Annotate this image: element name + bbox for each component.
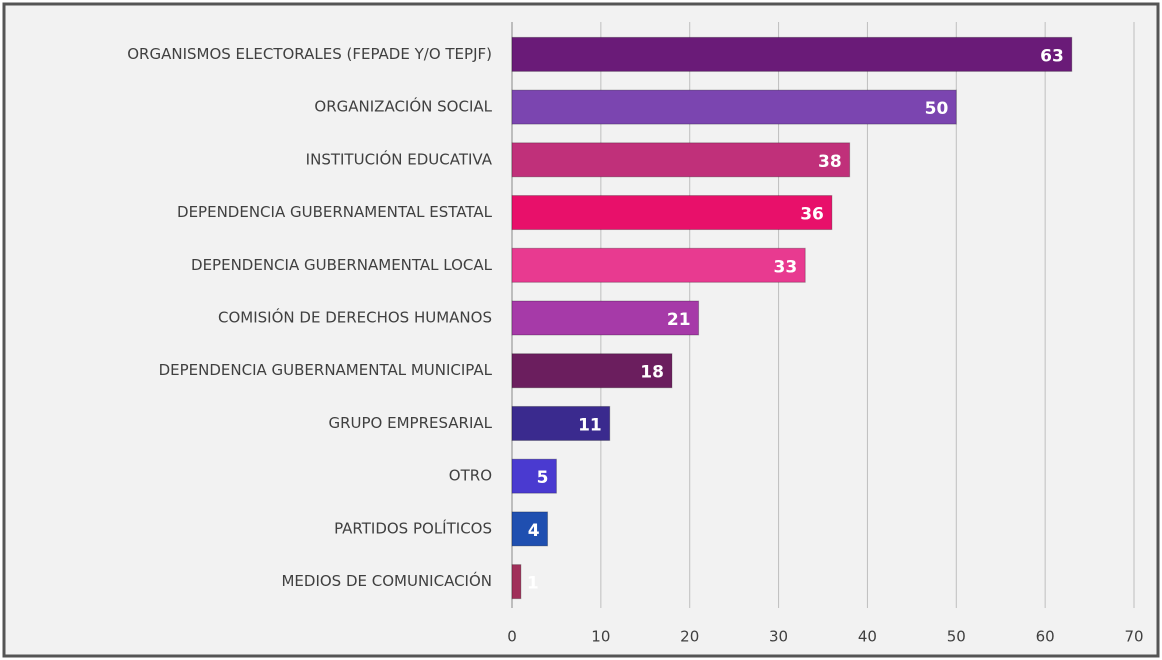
x-tick-label: 0 (507, 628, 517, 646)
y-tick-label: ORGANISMOS ELECTORALES (FEPADE Y/O TEPJF… (127, 45, 492, 63)
value-label: 11 (578, 415, 602, 435)
y-tick-label: INSTITUCIÓN EDUCATIVA (306, 149, 493, 168)
y-tick-label: DEPENDENCIA GUBERNAMENTAL LOCAL (191, 256, 493, 274)
bar (511, 247, 806, 283)
bar (511, 36, 1073, 72)
bar (511, 458, 557, 494)
value-label: 33 (774, 257, 798, 277)
y-tick-label: PARTIDOS POLÍTICOS (334, 518, 492, 537)
y-tick-label: DEPENDENCIA GUBERNAMENTAL ESTATAL (177, 203, 493, 221)
x-tick-label: 50 (947, 628, 966, 646)
x-tick-label: 30 (769, 628, 788, 646)
y-tick-label: DEPENDENCIA GUBERNAMENTAL MUNICIPAL (159, 361, 493, 379)
value-label: 38 (818, 152, 842, 172)
y-tick-label: GRUPO EMPRESARIAL (328, 414, 492, 432)
bar (511, 405, 611, 441)
bar (511, 564, 522, 600)
bar (511, 511, 549, 547)
value-label: 50 (925, 99, 949, 119)
y-tick-label: OTRO (449, 467, 492, 485)
bar (511, 300, 700, 336)
bar (511, 89, 957, 125)
bar (511, 142, 851, 178)
bar (511, 353, 673, 389)
value-label: 63 (1040, 46, 1064, 66)
y-tick-label: COMISIÓN DE DERECHOS HUMANOS (218, 308, 492, 327)
y-tick-label: MEDIOS DE COMUNICACIÓN (281, 571, 492, 590)
x-tick-label: 70 (1124, 628, 1143, 646)
value-label: 4 (528, 521, 540, 541)
bar (511, 195, 833, 231)
y-tick-label: ORGANIZACIÓN SOCIAL (314, 97, 492, 116)
value-label: 18 (640, 363, 664, 383)
x-tick-label: 20 (680, 628, 699, 646)
value-label: 21 (667, 310, 691, 330)
x-tick-label: 10 (591, 628, 610, 646)
x-tick-label: 40 (858, 628, 877, 646)
x-tick-label: 60 (1036, 628, 1055, 646)
value-label: 5 (537, 468, 549, 488)
value-label: 1 (527, 574, 539, 594)
value-label: 36 (800, 205, 824, 225)
